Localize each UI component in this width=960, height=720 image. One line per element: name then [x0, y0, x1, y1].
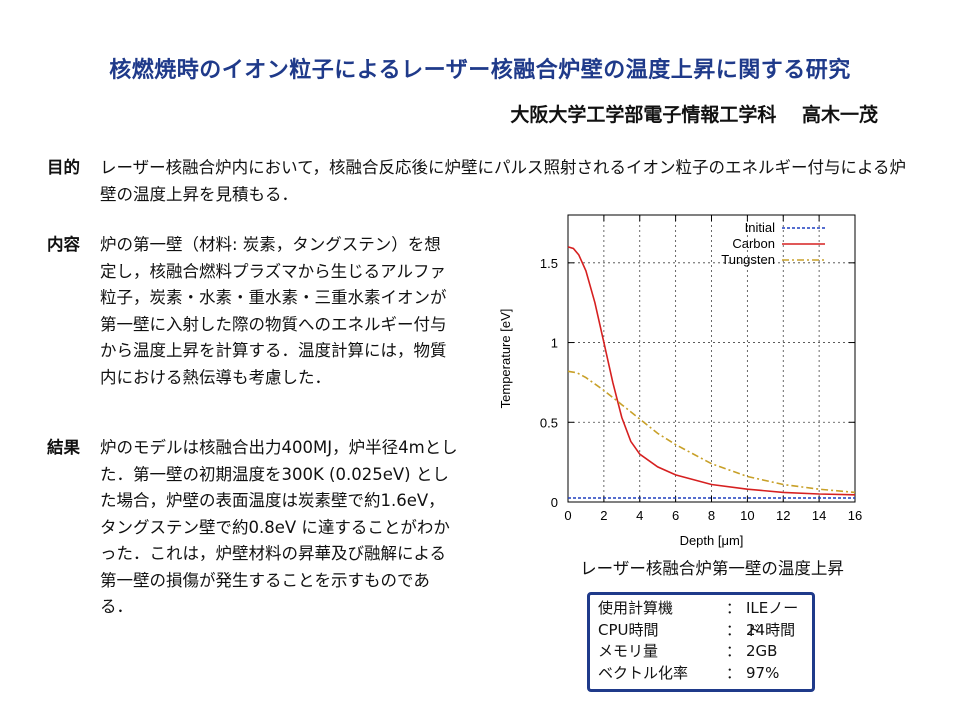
legend-label: Initial — [745, 220, 775, 235]
temperature-chart: 0 2 4 6 8 10 12 14 16 0 0.5 1 1.5 Depth [μm] Temperatu… — [490, 205, 870, 555]
page-title: 核燃焼時のイオン粒子によるレーザー核融合炉壁の温度上昇に関する研究 — [109, 58, 851, 83]
x-tick-label: 14 — [812, 508, 826, 523]
spec-value: 97% — [746, 663, 780, 682]
x-tick-label: 12 — [776, 508, 790, 523]
chart-svg: 0 2 4 6 8 10 12 14 16 0 0.5 1 1.5 Depth [μm] Temperatu… — [498, 214, 862, 548]
x-tick-label: 16 — [848, 508, 862, 523]
x-tick-label: 4 — [636, 508, 643, 523]
y-tick-label: 1 — [551, 336, 558, 351]
x-tick-label: 0 — [564, 508, 571, 523]
spec-box: 使用計算機 ： ILEノード CPU時間 ： 24時間 メモリ量 ： 2GB ベ… — [587, 592, 815, 692]
x-tick-label: 6 — [672, 508, 679, 523]
content-label: 内容 — [47, 235, 80, 254]
y-tick-label: 0.5 — [540, 415, 558, 430]
legend-label: Tungsten — [721, 252, 775, 267]
spec-row: CPU時間 ： 24時間 — [598, 620, 812, 642]
spec-colon: ： — [726, 620, 742, 639]
x-axis-label: Depth [μm] — [680, 533, 744, 548]
result-label: 結果 — [47, 438, 80, 457]
y-axis-label: Temperature [eV] — [498, 309, 513, 409]
spec-value: 24時間 — [746, 620, 796, 639]
purpose-label: 目的 — [47, 158, 80, 177]
content-text: 炉の第一壁（材料: 炭素，タングステン）を想定し，核融合燃料プラズマから生じるア… — [100, 235, 447, 387]
content-section: 内容 炉の第一壁（材料: 炭素，タングステン）を想定し，核融合燃料プラズマから生… — [47, 232, 467, 417]
spec-value: ILEノード — [746, 599, 799, 639]
purpose-text: レーザー核融合炉内において，核融合反応後に炉壁にパルス照射されるイオン粒子のエネ… — [100, 158, 907, 204]
spec-value: 2GB — [746, 642, 778, 660]
author-line: 大阪大学工学部電子情報工学科 高木一茂 — [510, 104, 878, 126]
spec-colon: ： — [726, 663, 742, 682]
spec-row: ベクトル化率 ： 97% — [598, 663, 812, 685]
series-line-carbon — [567, 246, 856, 496]
series-line-tungsten — [567, 370, 856, 494]
spec-key: ベクトル化率 — [598, 663, 689, 682]
spec-row: メモリ量 ： 2GB — [598, 641, 812, 663]
plot-frame — [567, 214, 856, 503]
y-tick-label: 1.5 — [540, 256, 558, 271]
purpose-section: 目的 レーザー核融合炉内において，核融合反応後に炉壁にパルス照射されるイオン粒子… — [47, 155, 917, 215]
spec-row: 使用計算機 ： ILEノード — [598, 598, 812, 639]
chart-caption: レーザー核融合炉第一壁の温度上昇 — [580, 559, 844, 578]
spec-key: CPU時間 — [598, 620, 659, 639]
spec-colon: ： — [726, 642, 742, 660]
spec-key: メモリ量 — [598, 642, 659, 660]
result-text: 炉のモデルは核融合出力400MJ，炉半径4mとした．第一壁の初期温度を300K … — [100, 438, 458, 616]
legend-label: Carbon — [732, 236, 775, 251]
y-tick-label: 0 — [551, 495, 558, 510]
x-tick-label: 8 — [708, 508, 715, 523]
x-tick-label: 2 — [600, 508, 607, 523]
x-tick-label: 10 — [740, 508, 754, 523]
spec-colon: ： — [726, 599, 742, 617]
spec-key: 使用計算機 — [598, 599, 674, 617]
result-section: 結果 炉のモデルは核融合出力400MJ，炉半径4mとした．第一壁の初期温度を30… — [47, 435, 467, 645]
